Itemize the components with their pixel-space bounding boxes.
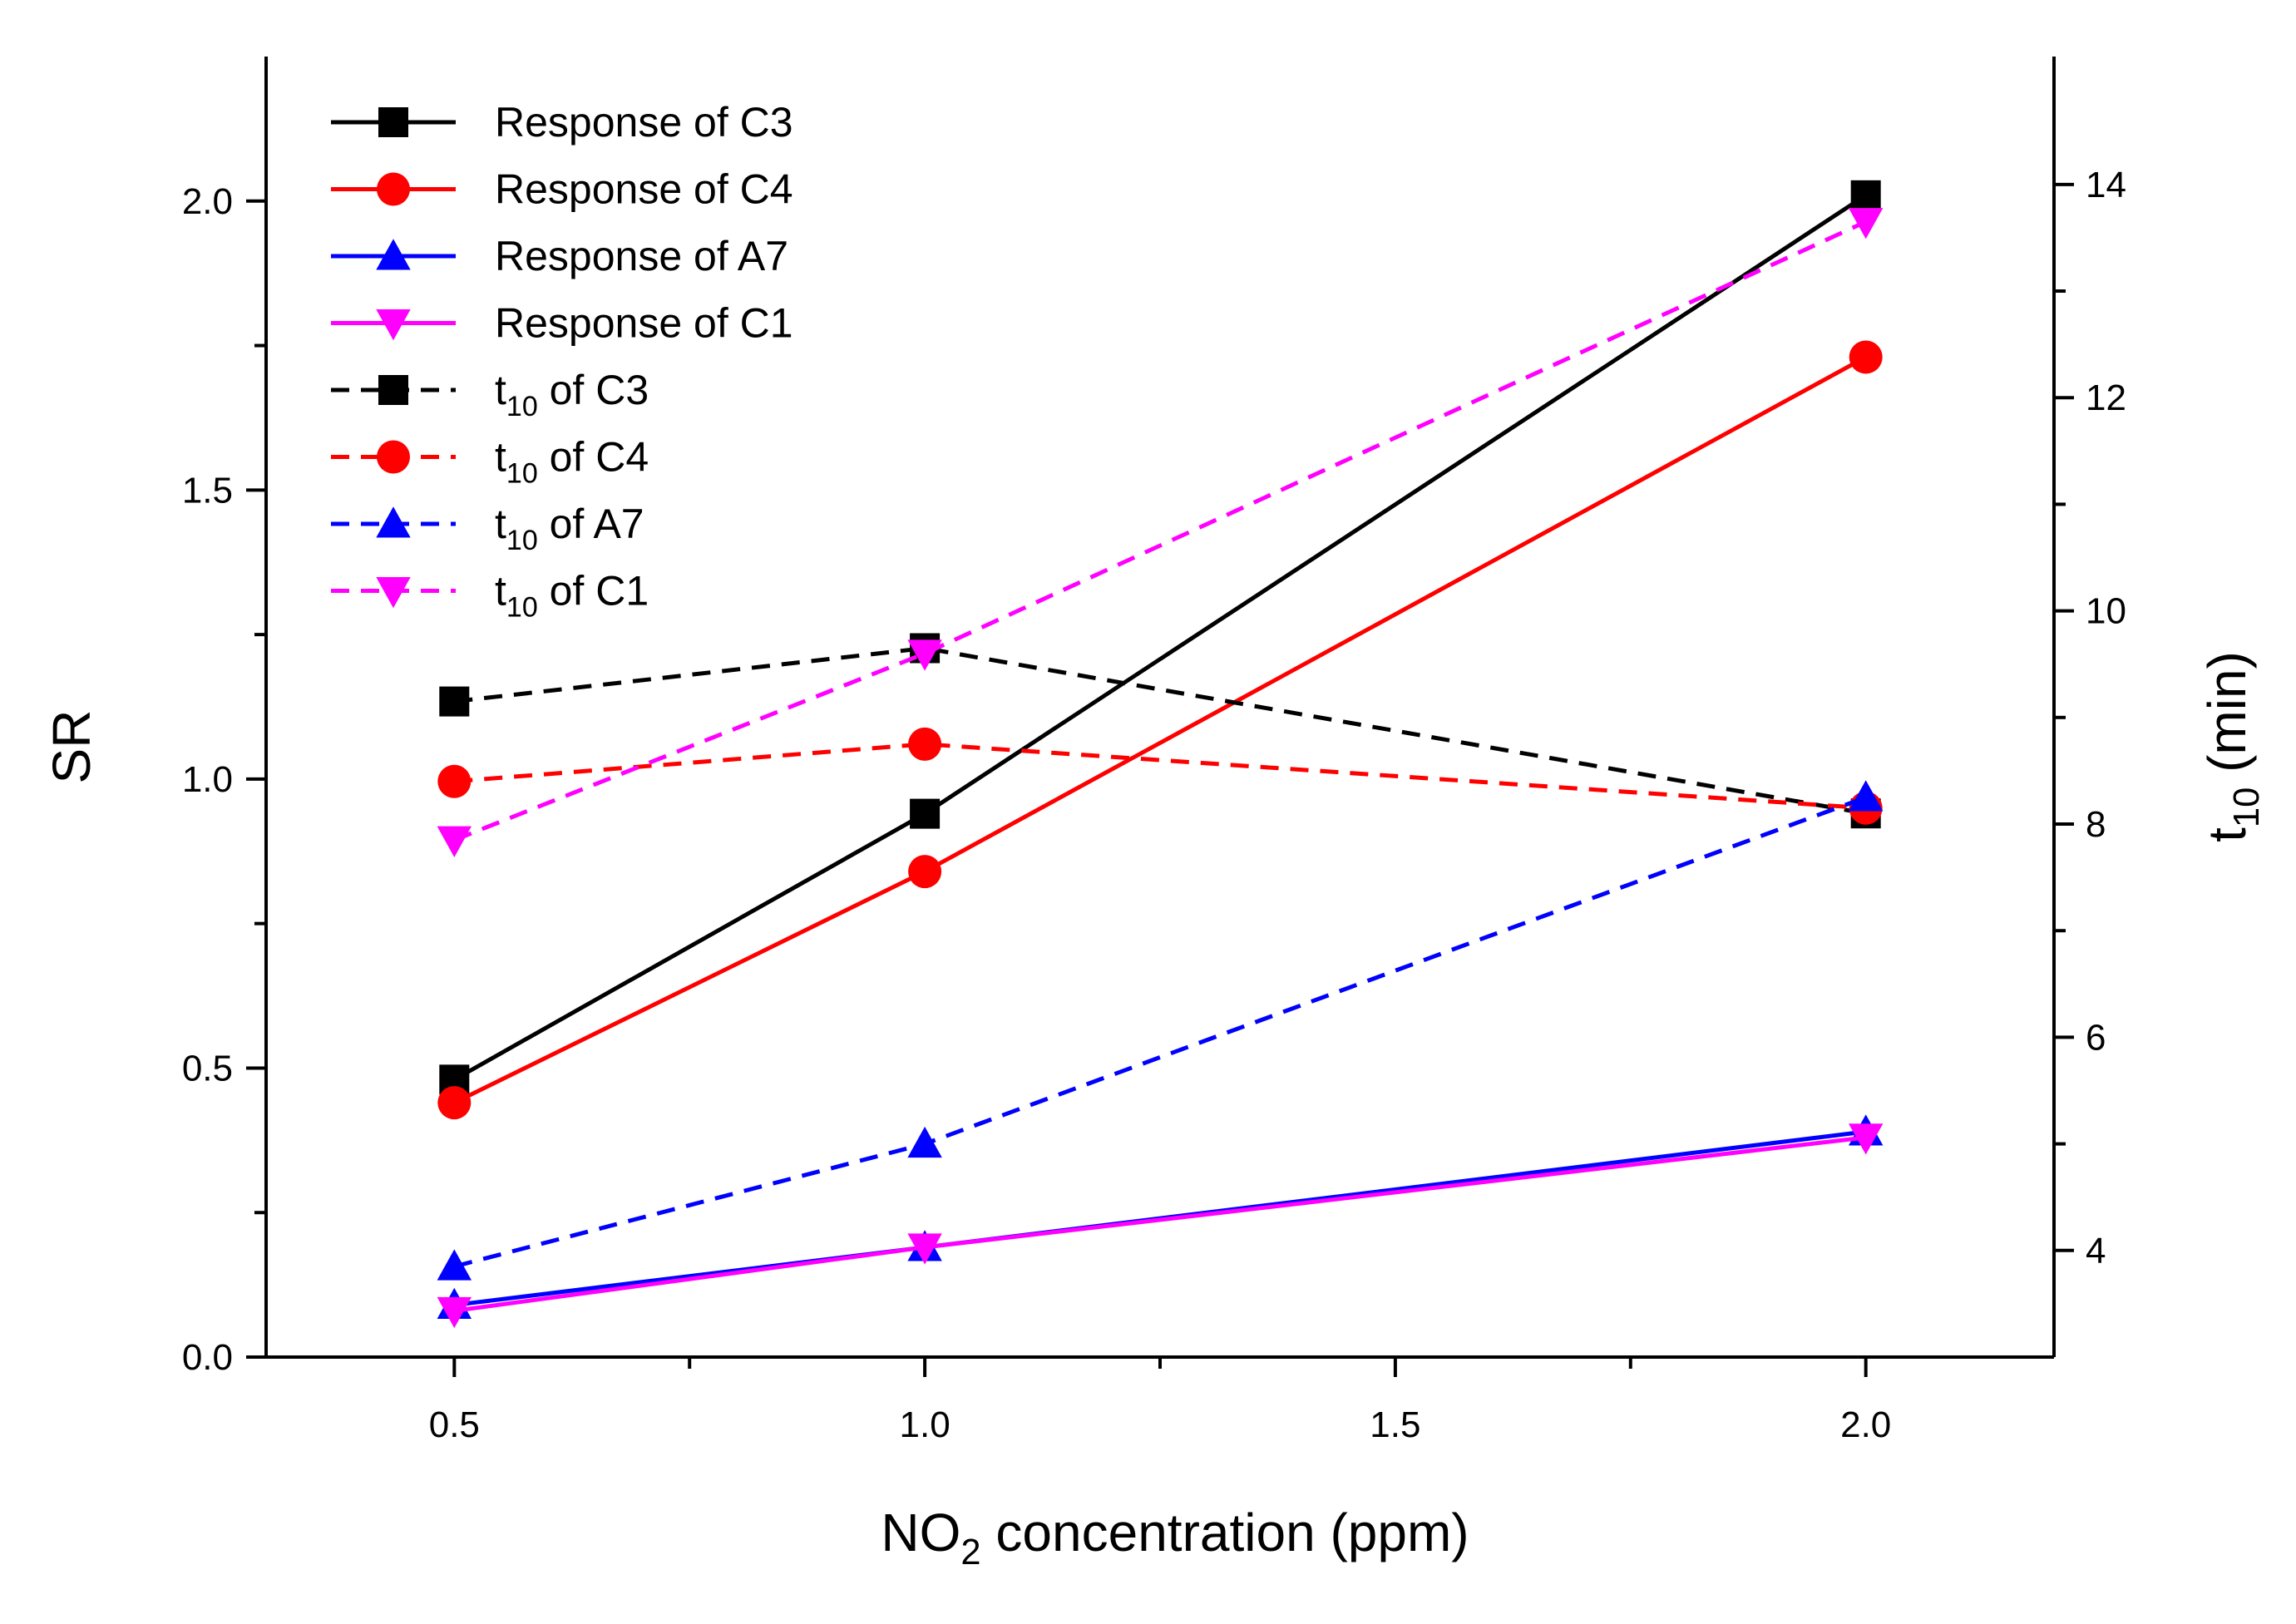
y-right-axis-title: t10 (min) — [2197, 651, 2267, 842]
legend-label: Response of C3 — [495, 99, 793, 146]
series-t10-of-c3 — [439, 633, 1881, 829]
data-point — [1848, 1123, 1884, 1155]
legend-marker — [376, 506, 411, 538]
data-point — [907, 1233, 942, 1265]
data-point — [907, 639, 942, 671]
data-point — [437, 1249, 472, 1281]
data-point — [439, 686, 470, 717]
data-point — [907, 1126, 942, 1158]
x-tick-label: 1.0 — [900, 1404, 950, 1445]
data-point — [437, 826, 472, 857]
x-tick-label: 0.5 — [429, 1404, 480, 1445]
legend-label: t10 of C1 — [495, 568, 649, 624]
y-right-tick-label: 4 — [2086, 1231, 2106, 1271]
data-point — [910, 798, 941, 829]
series-response-of-c1 — [437, 1123, 1884, 1329]
legend-label: Response of C4 — [495, 166, 793, 213]
y-right-tick-label: 8 — [2086, 804, 2106, 845]
data-point — [908, 855, 942, 889]
data-point — [908, 727, 942, 761]
y-left-axis-title: SR — [42, 710, 101, 784]
y-left-tick-label: 0.5 — [182, 1048, 233, 1088]
series-line — [453, 795, 1867, 1269]
legend-item: t10 of A7 — [331, 501, 644, 556]
legend-item: Response of C1 — [331, 300, 793, 347]
legend-item: Response of C3 — [331, 99, 793, 146]
legend-item: t10 of C4 — [331, 434, 649, 490]
y-right-tick-label: 10 — [2086, 591, 2126, 632]
y-right-tick-label: 12 — [2086, 378, 2126, 418]
legend-item: Response of A7 — [331, 233, 788, 279]
y-left-tick-label: 0.0 — [182, 1337, 233, 1378]
y-right-tick-label: 14 — [2086, 165, 2126, 205]
x-tick-label: 1.5 — [1370, 1404, 1420, 1445]
series-line — [454, 645, 1867, 816]
axes-layer: 0.5 1.0 1.5 2.0 0.0 0.5 1.0 1.5 2.0 4 6 8 10 12 14 — [182, 57, 2126, 1445]
y-left-tick-label: 1.5 — [182, 470, 233, 511]
legend-label: t10 of C4 — [495, 434, 649, 490]
data-point — [1848, 208, 1884, 239]
y-left-tick-label: 2.0 — [182, 181, 233, 222]
series-response-of-a7 — [437, 1114, 1884, 1319]
legend-label: Response of C1 — [495, 300, 793, 347]
series-t10-of-a7 — [437, 780, 1884, 1281]
series-line — [454, 742, 1866, 811]
legend-marker — [378, 107, 408, 137]
data-point — [437, 1296, 472, 1329]
legend-marker — [377, 172, 410, 206]
legend-marker — [376, 309, 411, 341]
series-line — [453, 355, 1867, 1105]
legend: Response of C3 Response of C4 Response of … — [331, 99, 793, 624]
series-response-of-c4 — [437, 340, 1883, 1120]
legend-marker — [376, 239, 411, 270]
data-point — [437, 764, 472, 798]
legend-marker — [377, 440, 410, 474]
y-right-tick-label: 6 — [2086, 1017, 2106, 1058]
series-line — [453, 1135, 1866, 1313]
legend-item: t10 of C1 — [331, 568, 649, 624]
series-layer — [437, 180, 1884, 1329]
series-t10-of-c1 — [437, 208, 1884, 857]
data-point — [1848, 780, 1884, 812]
legend-marker — [376, 576, 411, 609]
series-response-of-c3 — [439, 180, 1881, 1095]
legend-label: Response of A7 — [495, 233, 788, 279]
legend-label: t10 of C3 — [495, 367, 649, 422]
legend-item: t10 of C3 — [331, 367, 649, 422]
data-point — [437, 1086, 472, 1120]
x-tick-label: 2.0 — [1840, 1404, 1891, 1445]
data-point — [1850, 180, 1881, 210]
y-left-tick-label: 1.0 — [182, 759, 233, 800]
legend-marker — [378, 375, 408, 405]
x-axis-title: NO2 concentration (ppm) — [881, 1503, 1469, 1572]
legend-label: t10 of A7 — [495, 501, 644, 556]
legend-item: Response of C4 — [331, 166, 793, 213]
data-point — [1849, 340, 1883, 374]
